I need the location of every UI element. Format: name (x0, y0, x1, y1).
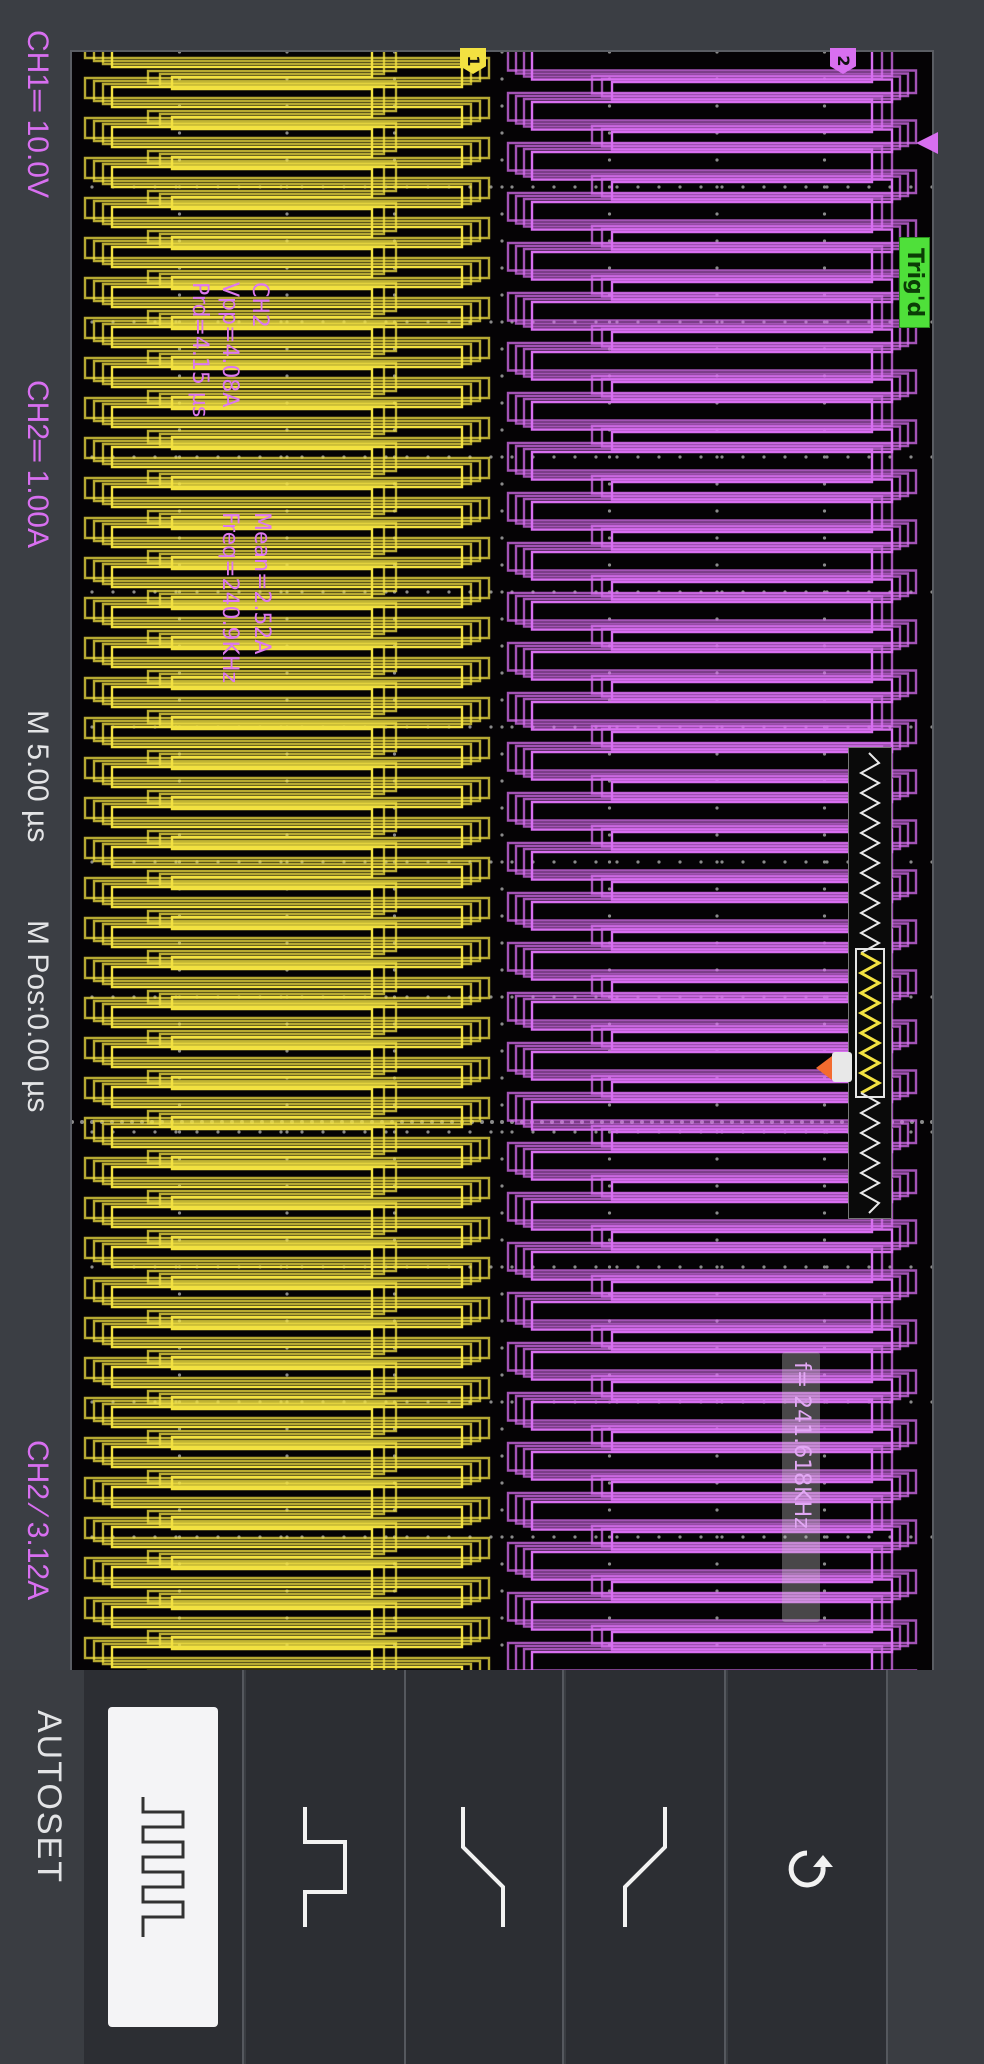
meas-period: Prd=4.15 µs (187, 282, 212, 418)
multi-cycle-icon (141, 1797, 185, 1937)
meas-channel: CH2 (247, 282, 272, 328)
memory-preview-icon (857, 752, 883, 1214)
autoset-falling-edge-button[interactable] (566, 1670, 726, 2064)
horizontal-position-label[interactable]: M Pos:0.00 µs (21, 920, 54, 1113)
autoset-rising-edge-button[interactable] (404, 1670, 564, 2064)
memory-depth-bar[interactable] (848, 747, 892, 1219)
single-cycle-icon (303, 1807, 347, 1927)
autoset-multi-cycle-button[interactable] (84, 1670, 244, 2064)
autoset-single-cycle-button[interactable] (246, 1670, 406, 2064)
meas-frequency: Freq=240.9KHz (217, 512, 242, 684)
menu-title: AUTOSET (30, 1710, 69, 1884)
meas-mean: Mean=2.52A (249, 512, 274, 655)
memory-view-window[interactable] (855, 948, 885, 1098)
frequency-counter: f= 241.618KHz (782, 1352, 820, 1622)
trigger-info-label[interactable]: CH2 ∕ 3.12A (21, 1440, 54, 1601)
waveform-display: Trig'd 1 2 CH2 Vpp=4.08A Prd=4.15 µs Mea… (70, 50, 934, 1711)
falling-edge-icon (623, 1807, 667, 1927)
undo-icon (788, 1850, 833, 1888)
trigger-status-badge: Trig'd (899, 237, 930, 329)
trigger-position-icon (816, 1056, 832, 1080)
timebase-label[interactable]: M 5.00 µs (21, 710, 54, 843)
ch1-scale-label[interactable]: CH1═ 10.0V (21, 30, 54, 199)
horizontal-position-marker[interactable] (832, 1052, 852, 1082)
autoset-menu: AUTOSET (0, 1670, 984, 2064)
undo-autoset-button[interactable] (728, 1670, 888, 2064)
rising-edge-icon (461, 1807, 505, 1927)
selected-option (108, 1707, 218, 2027)
meas-vpp: Vpp=4.08A (217, 282, 242, 408)
ch2-scale-label[interactable]: CH2═ 1.00A (21, 380, 54, 549)
